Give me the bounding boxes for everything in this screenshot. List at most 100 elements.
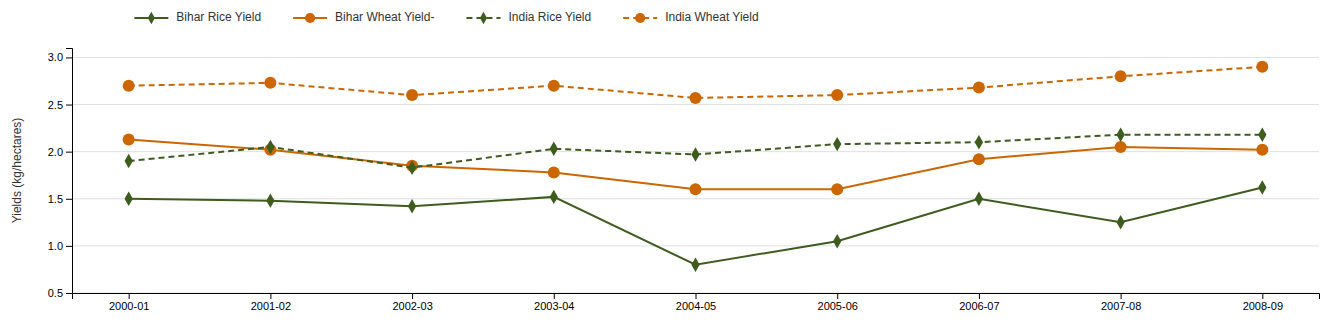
- y-axis: 0.5 1.0 1.5 2.0 2.5 3.0: [48, 49, 73, 300]
- y-tick-mark: [66, 57, 72, 58]
- y-tick-label: 2.0: [48, 146, 63, 158]
- y-axis-title: Yields (kg/hectares): [10, 118, 24, 224]
- legend-label: Bihar Rice Yield: [176, 10, 261, 24]
- x-tick-mark: [1262, 293, 1263, 299]
- series-layer: [123, 61, 1269, 272]
- point-marker: [973, 82, 985, 94]
- y-tick: 0.5: [48, 287, 72, 299]
- legend-item: India Wheat Yield: [623, 10, 758, 24]
- x-tick: 2004-05: [676, 293, 716, 312]
- y-tick-label: 1.5: [48, 193, 63, 205]
- point-marker: [1256, 144, 1268, 156]
- point-marker: [548, 166, 560, 178]
- legend-label: India Wheat Yield: [665, 10, 758, 24]
- x-tick: 2002-03: [392, 293, 432, 312]
- point-marker: [1115, 70, 1127, 82]
- point-marker: [831, 183, 843, 195]
- grid-line: [72, 57, 1319, 58]
- x-tick-label: 2004-05: [676, 300, 716, 312]
- grid: [72, 57, 1319, 293]
- point-marker: [973, 153, 985, 165]
- x-tick: 2007-08: [1101, 293, 1141, 312]
- point-marker: [408, 160, 416, 174]
- point-marker: [690, 92, 702, 104]
- point-marker: [1116, 215, 1124, 229]
- legend-label: Bihar Wheat Yield-: [335, 10, 434, 24]
- legend-swatch-marker: [635, 13, 645, 23]
- y-tick-label: 1.0: [48, 240, 63, 252]
- x-tick: 2006-07: [959, 293, 999, 312]
- series-line: [129, 135, 1263, 168]
- x-tick-mark: [554, 293, 555, 299]
- x-tick-mark: [412, 293, 413, 299]
- point-marker: [1256, 61, 1268, 73]
- point-marker: [266, 193, 274, 207]
- x-tick-label: 2006-07: [959, 300, 999, 312]
- series-line: [129, 187, 1263, 264]
- point-marker: [1116, 127, 1124, 141]
- y-tick: 3.0: [48, 51, 72, 63]
- y-tick-mark: [66, 105, 72, 106]
- x-tick-label: 2005-06: [818, 300, 858, 312]
- point-marker: [408, 199, 416, 213]
- x-tick-mark: [129, 293, 130, 299]
- x-tick: 2001-02: [251, 293, 291, 312]
- point-marker: [833, 137, 841, 151]
- series: [123, 133, 1269, 195]
- x-tick-label: 2003-04: [534, 300, 574, 312]
- point-marker: [125, 154, 133, 168]
- legend-swatch-marker: [305, 13, 315, 23]
- point-marker: [1115, 141, 1127, 153]
- point-marker: [123, 80, 135, 92]
- point-marker: [1258, 180, 1266, 194]
- x-tick-label: 2002-03: [392, 300, 432, 312]
- x-tick: 2000-01: [109, 293, 149, 312]
- point-marker: [123, 133, 135, 145]
- legend-item: Bihar Wheat Yield-: [293, 10, 434, 24]
- legend-item: India Rice Yield: [466, 10, 591, 24]
- legend-label: India Rice Yield: [508, 10, 591, 24]
- point-marker: [550, 142, 558, 156]
- grid-line: [72, 198, 1319, 199]
- x-tick-mark: [1121, 293, 1122, 299]
- legend-item: Bihar Rice Yield: [134, 10, 261, 24]
- series: [125, 127, 1267, 174]
- x-tick: 2008-09: [1243, 293, 1283, 312]
- y-tick: 1.5: [48, 193, 72, 205]
- legend: Bihar Rice Yield Bihar Wheat Yield- India …: [134, 10, 758, 24]
- y-tick-mark: [66, 199, 72, 200]
- series: [123, 61, 1269, 104]
- legend-swatch-marker: [148, 12, 155, 24]
- y-tick-mark: [66, 152, 72, 153]
- y-tick-mark: [66, 246, 72, 247]
- y-tick: 2.0: [48, 146, 72, 158]
- x-tick-mark: [696, 293, 697, 299]
- x-tick-label: 2007-08: [1101, 300, 1141, 312]
- x-tick-mark: [270, 293, 271, 299]
- point-marker: [690, 183, 702, 195]
- series: [125, 180, 1267, 272]
- series-line: [129, 139, 1263, 189]
- point-marker: [125, 192, 133, 206]
- point-marker: [975, 135, 983, 149]
- plot-area: 0.51.01.52.02.53.02000-012001-022002-032…: [48, 49, 1320, 312]
- point-marker: [833, 234, 841, 248]
- legend-swatch-marker: [480, 12, 487, 24]
- point-marker: [406, 89, 418, 101]
- x-axis: 2000-01 2001-02 2002-03 2003-04 2004-05 2005-…: [73, 293, 1320, 312]
- x-axis-line: [73, 294, 1320, 300]
- chart: 0.51.01.52.02.53.02000-012001-022002-032…: [0, 0, 1343, 333]
- y-axis-line: [66, 49, 73, 294]
- x-tick-mark: [979, 293, 980, 299]
- x-tick: 2003-04: [534, 293, 574, 312]
- y-tick-mark: [66, 293, 72, 294]
- point-marker: [691, 258, 699, 272]
- x-tick-label: 2000-01: [109, 300, 149, 312]
- point-marker: [548, 80, 560, 92]
- point-marker: [1258, 127, 1266, 141]
- point-marker: [550, 190, 558, 204]
- point-marker: [266, 140, 274, 154]
- y-tick: 2.5: [48, 99, 72, 111]
- x-tick-mark: [837, 293, 838, 299]
- grid-line: [72, 104, 1319, 105]
